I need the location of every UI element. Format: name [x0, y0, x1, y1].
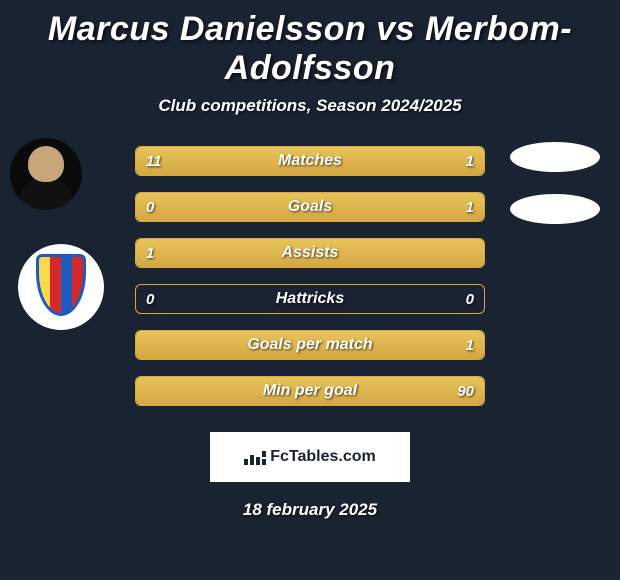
stat-label: Min per goal — [263, 382, 357, 400]
stat-value-right: 1 — [466, 337, 474, 354]
stat-row: 1 Assists — [135, 238, 485, 268]
player2-avatar-placeholder — [510, 142, 600, 172]
stat-label: Hattricks — [276, 290, 344, 308]
stat-value-right: 90 — [457, 383, 474, 400]
page-title: Marcus Danielsson vs Merbom-Adolfsson — [0, 10, 620, 96]
subtitle: Club competitions, Season 2024/2025 — [0, 96, 620, 116]
stat-label: Assists — [282, 244, 339, 262]
credit-text: FcTables.com — [270, 448, 376, 466]
stat-row: 11 Matches 1 — [135, 146, 485, 176]
stats-rows: 11Matches10Goals11Assists0Hattricks0Goal… — [0, 146, 620, 406]
player2-club-placeholder — [510, 194, 600, 224]
comparison-infographic: Marcus Danielsson vs Merbom-Adolfsson Cl… — [0, 0, 620, 520]
chart-icon — [244, 449, 266, 465]
stat-value-left: 1 — [146, 245, 154, 262]
stat-value-left: 0 — [146, 291, 154, 308]
stat-label: Goals — [288, 198, 332, 216]
stat-label: Matches — [278, 152, 342, 170]
stat-label: Goals per match — [247, 336, 372, 354]
stat-row: Min per goal 90 — [135, 376, 485, 406]
date: 18 february 2025 — [0, 500, 620, 520]
stat-row: 0 Hattricks 0 — [135, 284, 485, 314]
stat-value-left: 0 — [146, 199, 154, 216]
stat-row: Goals per match 1 — [135, 330, 485, 360]
club-shield-icon — [36, 254, 86, 316]
player1-avatar — [10, 138, 82, 210]
stat-value-right: 1 — [466, 199, 474, 216]
credit-box: FcTables.com — [210, 432, 410, 482]
stat-value-left: 11 — [146, 153, 162, 170]
stat-value-right: 1 — [466, 153, 474, 170]
stat-value-right: 0 — [466, 291, 474, 308]
player1-club-logo — [18, 244, 104, 330]
stat-row: 0 Goals 1 — [135, 192, 485, 222]
